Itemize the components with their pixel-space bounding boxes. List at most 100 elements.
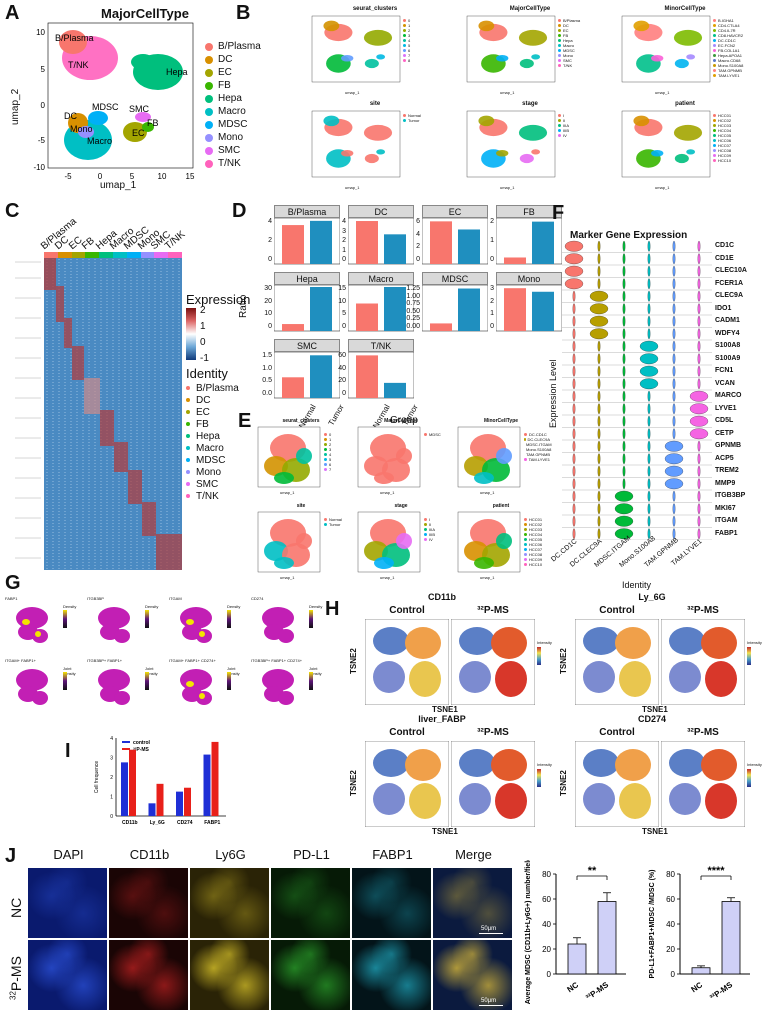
g-legend-bar [227,672,231,690]
d-ytick: 4 [268,218,272,225]
legend-dot [403,59,406,62]
f-violin [639,378,659,390]
legend-item: TAM.LYVE1 [713,73,760,78]
f-violin [614,515,634,527]
d-facet-plot [422,218,488,265]
f-violin [672,428,676,440]
j-chart-mdsc-category-label: NC [566,980,581,994]
umap-cluster [274,557,294,569]
legend-dot [403,19,406,22]
j-chart-mdsc-bar [567,943,587,975]
i-bar-control [148,803,156,816]
legend-dot [424,523,427,526]
f-violin [647,315,651,327]
a-legend-item: FB [205,79,290,92]
d-yticks: 1.5 1.0 0.5 0.0 [254,352,272,398]
panel-f-identities: DC.CD1C DC.CLEC9A MDSC.ITGAM Mono.S100A8 TAM… [550,535,712,576]
g-plot-area [8,602,58,650]
h-condition-title: ³²P-MS [477,605,509,616]
g-density-hotspot [199,631,205,637]
legend-dot [713,139,716,142]
d-ytick: 1 [490,237,494,244]
d-yticks: 4 2 0 [254,218,272,264]
a-label-dc: DC [64,111,77,121]
legend-item: DC.CD1C [524,432,550,437]
j-micrograph-tile [433,868,512,938]
d-facet-title: EC [422,205,488,218]
legend-label: TAM.LYVE1 [718,73,740,78]
d-bar-tumor [310,220,332,264]
i-bar-32pms [156,783,164,816]
panel-label-b: B [236,2,251,24]
f-violin [597,528,601,540]
umap-cluster [296,448,312,464]
c-identity-dot [186,482,190,486]
d-bar-tumor [458,288,480,331]
f-violin [597,365,601,377]
h-cluster [701,627,737,659]
g-legend-title: Joint density [227,666,240,676]
j-chart-mdsc-ytick: 0 [547,970,552,979]
panel-f-ylabel: Expression Level [548,359,558,428]
legend-dot [524,558,527,561]
legend-item: HCC10 [713,158,760,163]
d-ytick: 2 [490,297,494,305]
h-cluster [491,627,527,659]
f-violin [572,290,576,302]
b-majorcelltype-plot [466,15,556,83]
c-group-swatch [112,252,127,258]
umap-cluster [364,58,379,69]
umap-cluster [364,456,388,476]
d-ytick: 0 [342,323,346,330]
f-marker-label: FCN1 [715,367,734,374]
f-violin [622,240,626,252]
umap-cluster [673,124,703,141]
h-cluster [373,661,405,693]
f-violin [672,315,676,327]
legend-label: 3 [408,33,411,38]
legend-label: TAM.GPNMB [718,68,742,73]
legend-label: 2 [329,442,332,447]
d-bar-normal [504,288,526,331]
f-violin [597,378,601,390]
legend-label: 7 [408,53,411,58]
d-ytick: 1 [490,310,494,318]
svg-text:0: 0 [98,172,103,181]
legend-item: II [424,522,450,527]
d-facet-title: SMC [274,339,340,352]
d-ytick: 1.5 [262,352,272,359]
legend-item: HCC02 [713,118,760,123]
legend-dot [324,518,327,521]
legend-label: Normal [408,113,421,118]
legend-item: II [558,118,605,123]
legend-dot [324,453,327,456]
f-violin [639,365,659,377]
e-patient-xlabel: umap_1 [480,575,495,580]
legend-item: 5 [324,457,350,462]
f-violin [672,515,676,527]
legend-item: HCC08 [524,552,550,557]
legend-label: Macro [563,43,575,48]
f-violin [597,465,601,477]
legend-label: MDSC [563,48,575,53]
d-facet: Hepa [274,272,340,334]
g-legend-title: Density [63,604,77,609]
h-cluster [705,783,737,819]
d-ytick: 10 [338,297,346,305]
a-legend-item: MDSC [205,118,290,131]
d-facet: FB [496,205,562,267]
f-violin [672,390,676,402]
f-marker-label: CLEC9A [715,292,744,299]
f-violin [572,340,576,352]
f-violin [639,353,659,365]
legend-label: 7 [329,467,332,472]
f-violin [572,453,576,465]
legend-dot [324,523,327,526]
d-bar-normal [504,257,526,264]
h-legend-bar [747,769,751,787]
h-condition-title: ³²P-MS [687,727,719,738]
f-violin [697,378,701,390]
f-violin [622,478,626,490]
f-violin [672,403,676,415]
j-chart-pdl1-ytick: 80 [666,870,675,879]
